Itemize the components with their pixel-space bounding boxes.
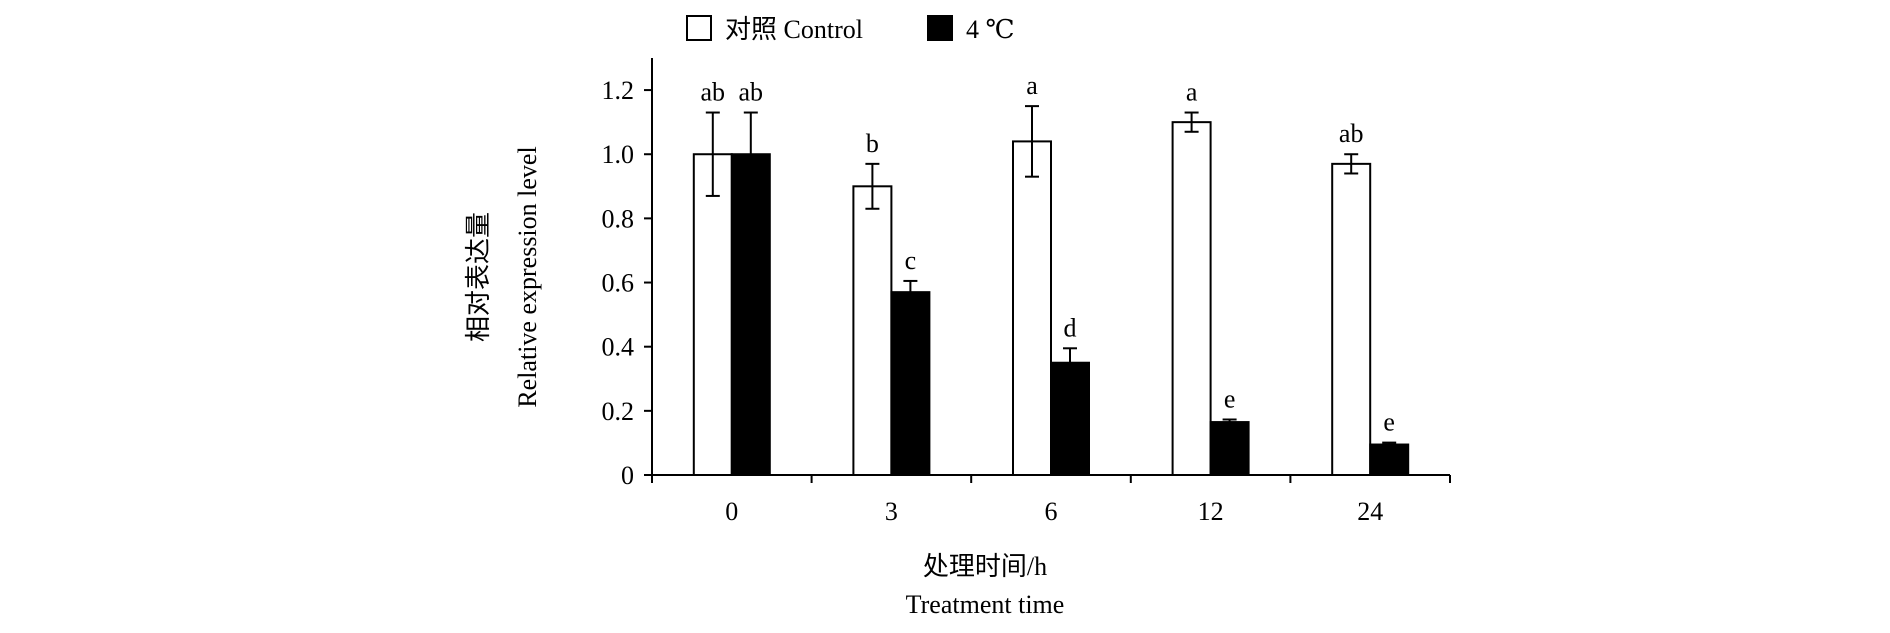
bar — [730, 153, 771, 476]
bar — [890, 291, 931, 476]
x-axis-title-cn: 处理时间/h — [923, 552, 1047, 581]
bar — [1369, 443, 1410, 476]
bar — [1050, 361, 1090, 477]
y-tick-label: 0 — [621, 461, 634, 490]
bar — [1331, 162, 1372, 476]
bar — [852, 185, 893, 477]
significance-label: a — [1026, 71, 1038, 100]
significance-label: ab — [739, 78, 764, 107]
x-tick-label: 3 — [885, 497, 898, 526]
legend-label: 对照 Control — [725, 15, 863, 44]
y-tick-label: 0.6 — [602, 269, 635, 298]
y-tick-label: 1.2 — [602, 76, 635, 105]
bar — [1012, 140, 1052, 476]
x-tick-label: 6 — [1045, 497, 1058, 526]
y-tick-label: 0.8 — [602, 204, 635, 233]
axis-titles: 相对表达量 Relative expression level 处理时间/h T… — [464, 146, 1064, 619]
x-axis-title-en: Treatment time — [906, 590, 1065, 619]
significance-label: b — [866, 129, 879, 158]
significance-label: c — [905, 246, 917, 275]
legend: 对照 Control 4 ℃ — [686, 15, 1015, 44]
y-tick-label: 0.4 — [602, 333, 635, 362]
x-tick-label: 0 — [725, 497, 738, 526]
y-tick-label: 0.2 — [602, 397, 635, 426]
y-tick-label: 1.0 — [602, 140, 635, 169]
x-axis: 0 3 6 12 24 — [651, 474, 1451, 526]
x-tick-label: 24 — [1357, 497, 1383, 526]
legend-label: 4 ℃ — [966, 15, 1015, 44]
y-axis: 0 0.2 0.4 0.6 0.8 1.0 1.2 — [602, 58, 653, 490]
significance-label: e — [1383, 408, 1395, 437]
significance-label: d — [1064, 313, 1077, 342]
y-axis-title-cn: 相对表达量 — [464, 212, 493, 342]
bar — [1209, 421, 1250, 477]
bar — [1171, 121, 1212, 477]
significance-label: e — [1224, 385, 1236, 414]
y-axis-title-en: Relative expression level — [513, 146, 542, 407]
significance-label: ab — [701, 78, 726, 107]
x-tick-label: 12 — [1198, 497, 1224, 526]
bar — [692, 153, 733, 476]
significance-label: a — [1186, 78, 1198, 107]
legend-swatch — [686, 15, 712, 41]
significance-label: ab — [1339, 119, 1364, 148]
legend-swatch — [927, 15, 953, 41]
